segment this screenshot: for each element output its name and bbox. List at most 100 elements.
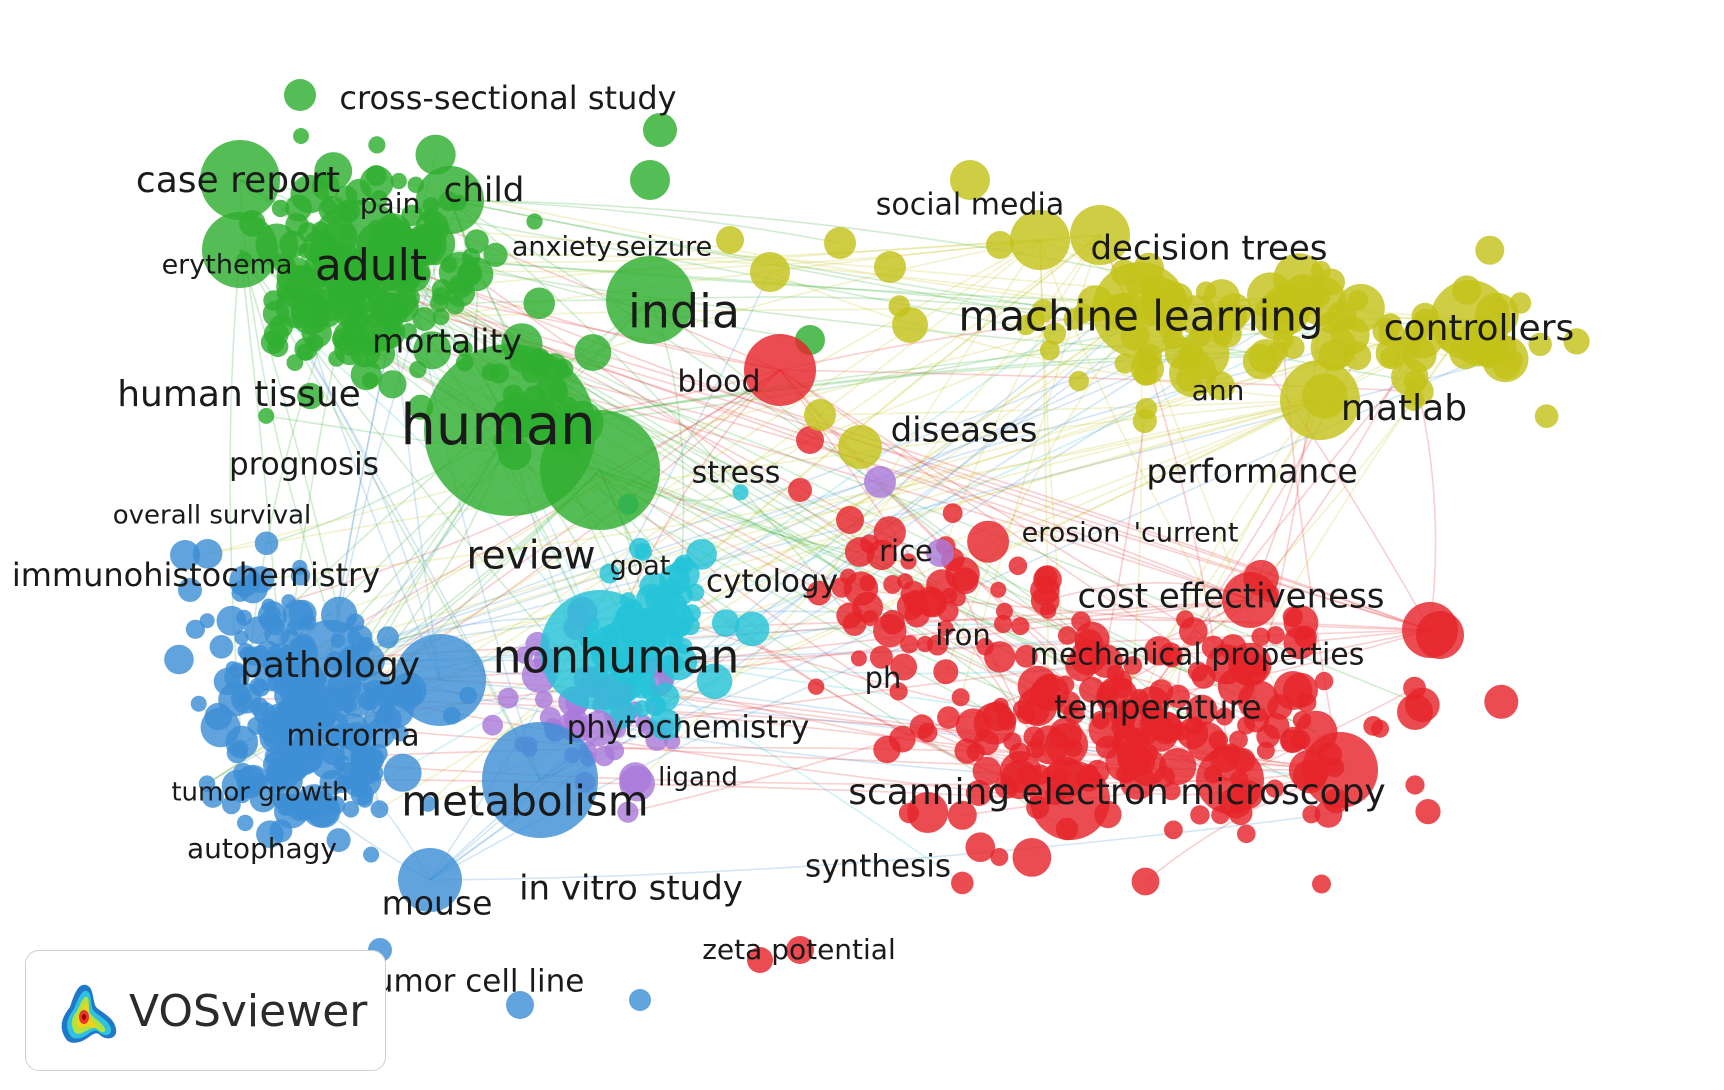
keyword-node-blue[interactable] [290, 566, 311, 586]
keyword-node-red[interactable] [1044, 723, 1089, 767]
keyword-node-green[interactable] [413, 331, 452, 370]
keyword-node-blue[interactable] [164, 644, 194, 675]
keyword-node-red[interactable] [1405, 775, 1425, 795]
keyword-label[interactable]: in vitro study [519, 869, 743, 909]
keyword-label[interactable]: rice [879, 534, 933, 568]
keyword-node-red[interactable] [873, 613, 907, 648]
keyword-label[interactable]: temperature [1054, 688, 1261, 727]
keyword-node-blue[interactable] [229, 565, 261, 597]
keyword-node-blue[interactable] [365, 718, 396, 749]
keyword-node-yellow[interactable] [804, 399, 836, 431]
keyword-label[interactable]: nonhuman [493, 630, 740, 684]
keyword-label[interactable]: phytochemistry [567, 710, 810, 746]
keyword-node-green[interactable] [412, 306, 437, 331]
keyword-node-blue[interactable] [506, 991, 534, 1019]
keyword-node-red[interactable] [1014, 645, 1038, 668]
keyword-node-red[interactable] [744, 334, 816, 406]
keyword-node-purple[interactable] [926, 539, 954, 567]
keyword-node-red[interactable] [990, 581, 1007, 598]
keyword-node-red[interactable] [1159, 747, 1197, 786]
keyword-node-red[interactable] [1251, 627, 1270, 647]
keyword-node-blue[interactable] [190, 695, 207, 712]
keyword-node-red[interactable] [900, 635, 919, 654]
keyword-node-blue[interactable] [216, 605, 247, 636]
keyword-label[interactable]: child [444, 171, 525, 211]
keyword-label[interactable]: india [628, 285, 740, 339]
keyword-node-red[interactable] [947, 800, 977, 830]
keyword-label[interactable]: review [467, 534, 596, 579]
keyword-label[interactable]: erosion [1022, 518, 1121, 549]
keyword-node-red[interactable] [1273, 671, 1313, 710]
keyword-node-red[interactable] [1105, 742, 1145, 782]
keyword-label[interactable]: pathology [240, 645, 420, 686]
keyword-node-red[interactable] [1057, 626, 1077, 645]
keyword-label[interactable]: mechanical properties [1030, 638, 1365, 673]
keyword-node-blue[interactable] [482, 722, 598, 838]
keyword-node-blue[interactable] [398, 848, 462, 912]
keyword-label[interactable]: mortality [372, 322, 522, 361]
keyword-node-blue[interactable] [394, 634, 486, 726]
keyword-label[interactable]: cross-sectional study [339, 79, 676, 117]
keyword-node-yellow[interactable] [1528, 332, 1552, 357]
keyword-node-purple[interactable] [497, 687, 519, 709]
keyword-node-red[interactable] [1196, 746, 1264, 814]
keyword-node-blue[interactable] [282, 599, 314, 631]
keyword-node-cyan[interactable] [599, 563, 620, 584]
keyword-node-yellow[interactable] [1010, 210, 1070, 270]
keyword-label[interactable]: performance [1146, 452, 1357, 491]
keyword-node-green[interactable] [390, 172, 407, 190]
keyword-node-cyan[interactable] [732, 484, 749, 501]
keyword-node-cyan[interactable] [696, 663, 733, 700]
keyword-node-red[interactable] [890, 653, 918, 681]
keyword-node-red[interactable] [1402, 602, 1458, 658]
keyword-node-cyan[interactable] [651, 682, 680, 712]
keyword-node-green[interactable] [432, 308, 450, 326]
keyword-node-yellow[interactable] [1391, 358, 1429, 396]
keyword-node-green[interactable] [464, 229, 489, 254]
keyword-node-red[interactable] [1397, 694, 1433, 730]
keyword-node-red[interactable] [937, 620, 954, 637]
keyword-node-yellow[interactable] [838, 425, 882, 469]
keyword-node-red[interactable] [1096, 676, 1138, 718]
keyword-node-yellow[interactable] [1563, 328, 1590, 355]
keyword-node-red[interactable] [973, 702, 1016, 745]
keyword-node-yellow[interactable] [1070, 205, 1130, 265]
keyword-node-blue[interactable] [383, 753, 422, 792]
keyword-node-red[interactable] [873, 516, 906, 549]
keyword-node-blue[interactable] [192, 539, 223, 569]
keyword-node-red[interactable] [1030, 760, 1110, 840]
keyword-node-green[interactable] [630, 160, 670, 200]
keyword-node-red[interactable] [1012, 838, 1052, 877]
keyword-node-red[interactable] [937, 706, 960, 729]
keyword-label[interactable]: synthesis [805, 849, 951, 885]
keyword-node-green[interactable] [310, 200, 410, 300]
keyword-node-red[interactable] [1237, 824, 1256, 844]
keyword-node-red[interactable] [1484, 684, 1519, 719]
keyword-node-red[interactable] [1263, 713, 1290, 740]
keyword-node-yellow[interactable] [1281, 335, 1305, 359]
keyword-node-red[interactable] [909, 714, 935, 739]
keyword-node-red[interactable] [951, 688, 970, 707]
keyword-node-red[interactable] [1030, 575, 1060, 606]
keyword-label[interactable]: controllers [1384, 308, 1575, 349]
keyword-node-red[interactable] [900, 553, 917, 570]
keyword-node-red[interactable] [1088, 711, 1126, 749]
keyword-node-green[interactable] [263, 321, 289, 347]
keyword-node-purple[interactable] [580, 710, 617, 747]
keyword-label[interactable]: pain [360, 187, 420, 220]
keyword-node-red[interactable] [1222, 572, 1278, 628]
keyword-node-purple[interactable] [619, 765, 655, 802]
keyword-node-blue[interactable] [254, 531, 279, 556]
keyword-node-red[interactable] [1312, 874, 1331, 894]
keyword-node-red[interactable] [796, 426, 824, 454]
keyword-node-blue[interactable] [342, 801, 360, 818]
keyword-node-green[interactable] [293, 128, 309, 144]
keyword-node-green[interactable] [258, 407, 275, 424]
keyword-node-red[interactable] [933, 659, 959, 685]
keyword-label[interactable]: diseases [891, 411, 1038, 451]
keyword-node-red[interactable] [1123, 656, 1143, 675]
keyword-node-yellow[interactable] [1534, 404, 1559, 429]
keyword-label[interactable]: metabolism [401, 777, 648, 826]
keyword-node-yellow[interactable] [1031, 299, 1055, 323]
keyword-node-green[interactable] [271, 199, 290, 218]
